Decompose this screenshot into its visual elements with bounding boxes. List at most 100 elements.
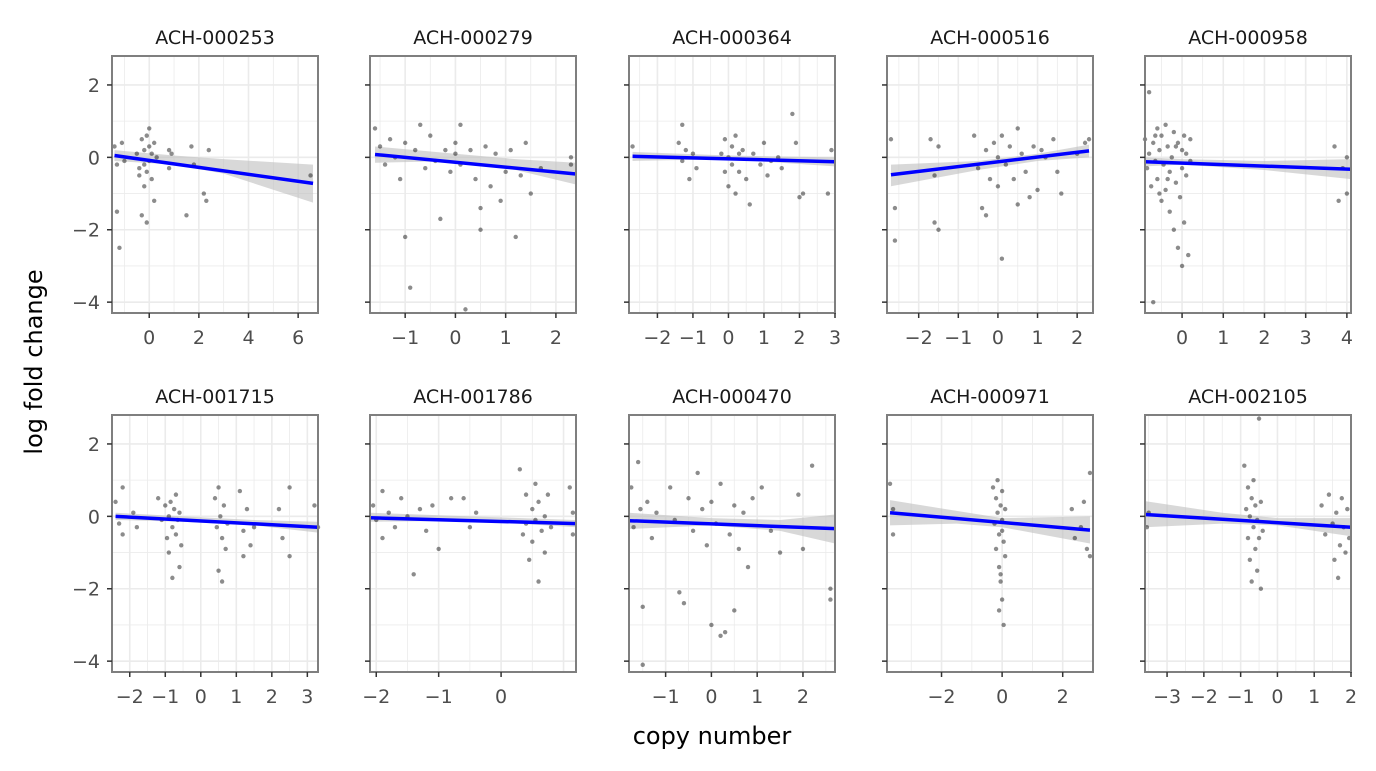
data-point (169, 151, 174, 156)
y-tick-label: 2 (88, 434, 100, 456)
data-point (1157, 147, 1162, 153)
data-point (1173, 180, 1179, 185)
data-point (741, 510, 746, 515)
data-point (380, 535, 385, 541)
data-point (638, 506, 643, 512)
panel-title: ACH-001786 (413, 386, 533, 408)
data-point (681, 601, 687, 606)
y-axis-title: log fold change (20, 269, 48, 454)
data-point (463, 307, 468, 312)
x-tick-label: 0 (705, 686, 717, 708)
data-point (276, 506, 282, 512)
data-point (1258, 499, 1264, 505)
data-point (1159, 133, 1164, 138)
data-point (173, 492, 179, 497)
x-tick-label: −1 (1227, 686, 1255, 708)
regression-line (1144, 512, 1352, 529)
data-point (1011, 176, 1016, 182)
data-point (526, 557, 532, 562)
data-point (1186, 252, 1191, 258)
x-tick-label: 3 (829, 327, 841, 349)
data-point (453, 151, 458, 156)
data-point (654, 510, 659, 515)
data-point (727, 532, 732, 537)
data-point (932, 220, 937, 225)
data-point (1344, 191, 1350, 196)
data-point (1081, 499, 1087, 505)
data-point (668, 485, 673, 490)
data-point (493, 151, 498, 156)
data-point (1258, 586, 1264, 591)
data-point (1023, 169, 1028, 175)
data-point (1165, 144, 1170, 149)
data-point (166, 166, 172, 171)
data-point (134, 151, 140, 156)
data-point (287, 553, 292, 559)
data-point (473, 510, 479, 515)
data-point (736, 546, 742, 552)
x-tick-label: 3 (301, 686, 313, 708)
data-point (890, 506, 896, 512)
data-point (645, 499, 650, 505)
data-point (991, 140, 997, 146)
data-point (1260, 528, 1265, 534)
data-point (539, 528, 544, 534)
data-point (221, 503, 227, 508)
data-point (122, 158, 127, 164)
data-point (177, 564, 182, 570)
data-point (170, 525, 175, 530)
data-point (1151, 299, 1156, 305)
data-point (382, 162, 388, 167)
data-point (308, 173, 313, 178)
data-point (690, 151, 696, 156)
x-tick-label: 0 (495, 686, 507, 708)
data-point (251, 525, 257, 530)
data-point (399, 496, 404, 501)
x-tick-label: 4 (242, 327, 254, 349)
panel-title: ACH-000516 (930, 27, 1050, 49)
data-point (149, 151, 154, 156)
data-point (765, 173, 770, 178)
facet-panel: ACH-000516 −2 −1 0 1 2 (882, 27, 1094, 349)
data-point (1072, 535, 1078, 541)
data-point (173, 532, 179, 537)
data-point (709, 499, 714, 505)
data-point (214, 525, 219, 530)
panel-background (370, 56, 576, 313)
data-point (144, 169, 149, 175)
data-point (184, 213, 189, 218)
data-point (171, 506, 177, 512)
data-point (223, 546, 228, 552)
data-point (1323, 532, 1328, 537)
panel-border (628, 414, 836, 673)
data-point (423, 528, 429, 534)
data-point (744, 176, 749, 182)
data-point (1165, 176, 1170, 182)
data-point (428, 133, 433, 138)
data-point (154, 155, 159, 160)
x-tick-label: −1 (679, 327, 707, 349)
data-point (142, 147, 147, 153)
x-tick-label: −2 (116, 686, 144, 708)
data-point (695, 470, 700, 476)
x-tick-label: 2 (193, 327, 205, 349)
facet-panel: ACH-000364 −2 −1 0 1 2 3 (624, 27, 841, 349)
data-point (680, 158, 685, 164)
data-point (1007, 144, 1013, 149)
data-point (114, 209, 120, 214)
data-point (1086, 137, 1092, 142)
data-point (635, 459, 641, 465)
data-point (386, 510, 391, 515)
data-point (533, 481, 538, 486)
data-point (536, 499, 541, 505)
y-tick-label: −2 (72, 220, 100, 242)
data-point (151, 198, 157, 203)
regression-line (889, 510, 1091, 532)
y-tick-label: −4 (72, 651, 100, 673)
data-point (387, 137, 393, 142)
data-point (139, 137, 144, 142)
panel-background (1145, 56, 1351, 313)
data-point (1253, 503, 1258, 508)
data-point (114, 162, 120, 167)
data-point (740, 147, 745, 153)
